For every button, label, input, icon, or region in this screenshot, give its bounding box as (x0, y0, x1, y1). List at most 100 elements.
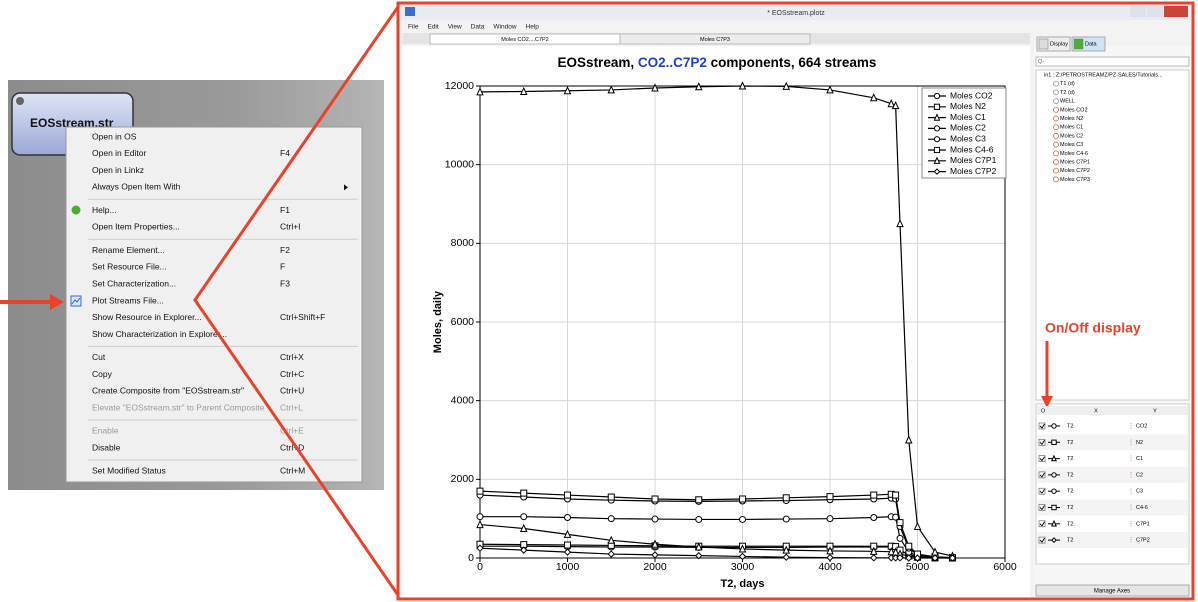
menu-item[interactable]: Set Resource File... (92, 262, 167, 272)
tree-item[interactable]: Moles N2 (1060, 116, 1083, 122)
minimize-button[interactable] (1130, 6, 1146, 17)
menu-bar-item[interactable]: Window (493, 24, 516, 31)
x-tick-label: 5000 (906, 561, 930, 573)
tree-item[interactable]: T1 (d) (1060, 81, 1075, 87)
menu-item[interactable]: Open Item Properties... (92, 222, 180, 232)
menu-item[interactable]: Elevate "EOSstream.str" to Parent Compos… (92, 402, 265, 412)
menu-item[interactable]: Disable (92, 442, 121, 452)
row-y: N2 (1136, 440, 1143, 446)
checkbox[interactable] (1038, 455, 1046, 462)
marker (869, 93, 878, 102)
panel-button[interactable]: Display (1050, 41, 1068, 47)
menu-item[interactable]: Open in OS (92, 131, 137, 141)
menu-item[interactable]: Set Modified Status (92, 466, 166, 476)
checkmark (1039, 456, 1045, 462)
marker (476, 487, 484, 495)
menu-item[interactable]: Copy (92, 369, 113, 379)
menu-bar-item[interactable]: Help (526, 24, 540, 31)
menu-shortcut: Ctrl+U (280, 386, 304, 396)
tree-icon (1053, 176, 1059, 183)
legend-label[interactable]: Moles C4-6 (950, 144, 994, 154)
marker (651, 83, 659, 92)
tab-label[interactable]: Moles C7P3 (700, 37, 730, 43)
menu-item[interactable]: Rename Element... (92, 245, 165, 255)
marker (519, 86, 528, 96)
menu-item[interactable]: Open in Editor (92, 148, 147, 158)
legend-label[interactable]: Moles C3 (950, 133, 986, 143)
tree-item[interactable]: Moles C7P1 (1060, 159, 1090, 165)
marker (738, 544, 747, 553)
marker (933, 92, 941, 100)
marker (782, 515, 790, 523)
menu-item[interactable]: Enable (92, 426, 119, 436)
tab[interactable] (619, 33, 811, 45)
manage-button[interactable]: Manage Axes (1094, 589, 1130, 595)
marker (891, 100, 900, 110)
checkbox[interactable] (1038, 504, 1046, 511)
menu-item[interactable]: Always Open Item With (92, 182, 181, 192)
marker (826, 85, 834, 94)
tree-item[interactable]: WELL (1060, 99, 1075, 105)
checkbox[interactable] (1038, 471, 1046, 479)
marker (782, 494, 790, 502)
tree-item[interactable]: Moles C4-6 (1060, 151, 1088, 157)
menu-bar-item[interactable]: File (408, 24, 419, 31)
maximize-button[interactable] (1147, 6, 1163, 17)
marker (695, 551, 703, 560)
row-background (1037, 418, 1188, 434)
menu-shortcut: Ctrl+X (280, 352, 304, 362)
row-y-icon-text: ⋮ (1128, 424, 1134, 430)
menu-item[interactable]: Help... (92, 205, 117, 215)
search-box[interactable] (1035, 56, 1190, 67)
row-x: T2 (1067, 489, 1073, 495)
menu-item[interactable]: Show Resource in Explorer... (92, 312, 202, 322)
panel-button[interactable]: Data (1085, 41, 1098, 47)
marker (739, 495, 746, 503)
legend-label[interactable]: Moles C7P2 (950, 166, 997, 176)
tree-item[interactable]: Moles C1 (1060, 125, 1083, 131)
marker (948, 554, 957, 562)
legend-label[interactable]: Moles N2 (950, 101, 986, 111)
manage-button-box[interactable] (1035, 584, 1190, 597)
menu-bar-item[interactable]: Data (471, 24, 485, 31)
checkbox[interactable] (1038, 536, 1046, 544)
panel-button-icon (1073, 38, 1084, 50)
tree-item[interactable]: Moles C7P2 (1060, 168, 1090, 174)
legend-label[interactable]: Moles CO2 (950, 90, 993, 100)
tree-item[interactable]: in1 : Z:/PETROSTREAMZ/PZ-SALES/Tutorials… (1044, 72, 1163, 78)
marker (933, 113, 941, 121)
search-text[interactable]: Q- (1038, 59, 1044, 65)
x-tick-label: 4000 (818, 561, 842, 573)
row-y: C4-6 (1136, 505, 1148, 511)
menu-shortcut: F1 (280, 205, 290, 215)
marker (826, 515, 834, 523)
menu-item[interactable]: Open in Linkz (92, 165, 144, 175)
menu-shortcut: Ctrl+M (280, 466, 305, 476)
checkbox[interactable] (1038, 438, 1046, 446)
checkbox[interactable] (1038, 487, 1046, 495)
menu-bar-item[interactable]: View (448, 24, 462, 31)
menu-item[interactable]: Set Characterization... (92, 278, 176, 288)
tree-item[interactable]: Moles C2 (1060, 133, 1083, 139)
tree-item[interactable]: T2 (d) (1060, 90, 1075, 96)
tree-item[interactable]: Moles CO2 (1060, 107, 1088, 113)
row-x: T2 (1067, 538, 1073, 544)
menu-bar-item[interactable]: Edit (427, 24, 438, 31)
legend-label[interactable]: Moles C7P1 (950, 155, 997, 165)
legend-label[interactable]: Moles C1 (950, 112, 986, 122)
menu-item[interactable]: Create Composite from "EOSstream.str" (92, 386, 244, 396)
row-background (1037, 450, 1188, 467)
checkbox[interactable] (1038, 422, 1046, 430)
tree-item[interactable]: Moles C7P3 (1060, 177, 1090, 183)
row-y: C7P2 (1136, 538, 1150, 544)
menu-item[interactable]: Cut (92, 352, 106, 362)
tab-label[interactable]: Moles CO2....C7P2 (501, 37, 548, 43)
menu-item[interactable]: Plot Streams File... (92, 295, 164, 305)
close-button[interactable] (1164, 6, 1188, 17)
marker (651, 539, 659, 548)
menu-item[interactable]: Show Characterization in Explorer... (92, 329, 227, 339)
menu-shortcut: F2 (280, 245, 290, 255)
checkbox[interactable] (1038, 520, 1046, 528)
legend-label[interactable]: Moles C2 (950, 123, 986, 133)
tree-item[interactable]: Moles C3 (1060, 142, 1083, 148)
